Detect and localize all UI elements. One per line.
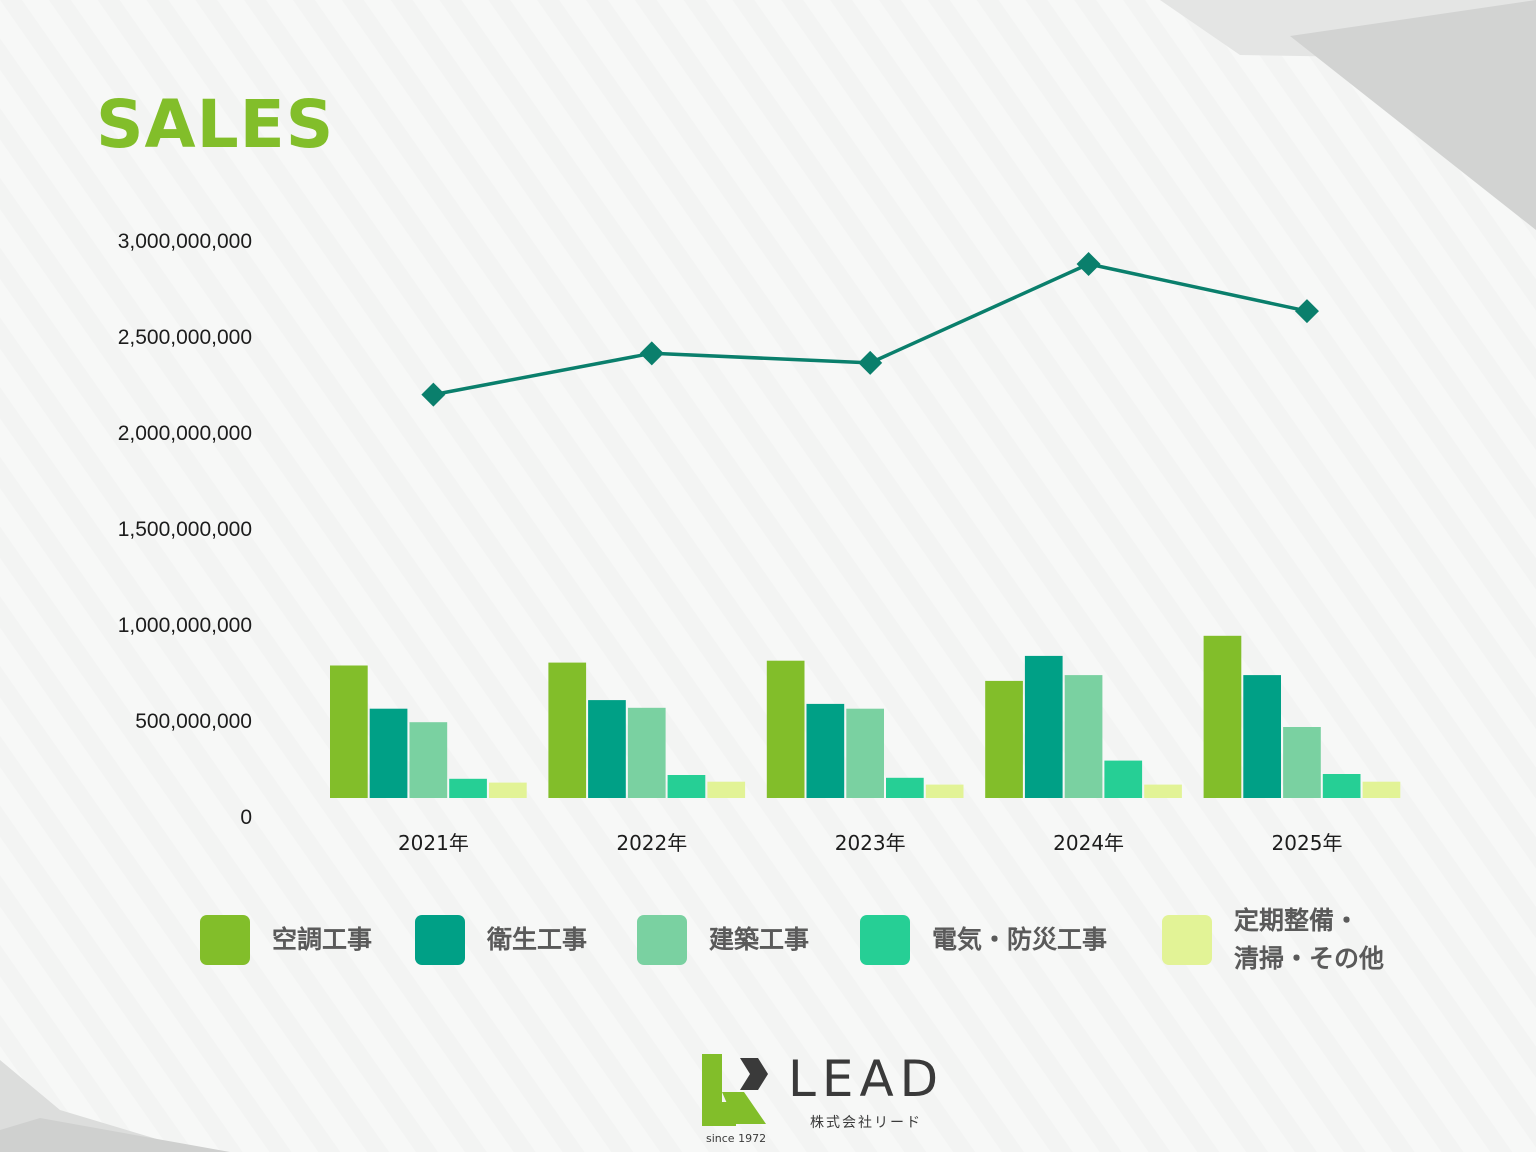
- x-axis-labels: 2021年 2022年 2023年 2024年 2025年: [398, 831, 1343, 855]
- logo-since: since 1972: [706, 1132, 767, 1145]
- bar: [1024, 655, 1063, 798]
- bar: [985, 680, 1023, 798]
- bar: [1243, 675, 1281, 798]
- company-logo: LEAD 株式会社リード since 1972: [700, 1052, 960, 1147]
- logo-company-name: 株式会社リード: [810, 1115, 922, 1131]
- bar: [330, 665, 368, 798]
- legend-label: 電気・防災工事: [932, 925, 1108, 954]
- y-axis-labels: 0 500,000,000 1,000,000,000 1,500,000,000 2,…: [118, 230, 252, 829]
- bar: [1322, 774, 1361, 798]
- lead-logo-mark-icon: [702, 1054, 768, 1126]
- bar-group: [330, 635, 1401, 798]
- y-tick-label: 1,000,000,000: [118, 614, 252, 637]
- total-line: [433, 262, 1308, 397]
- legend-item: 定期整備・ 清掃・その他: [1162, 900, 1384, 980]
- legend-item: 電気・防災工事: [860, 900, 1107, 980]
- x-category-label: 2022年: [616, 831, 687, 855]
- bar: [886, 777, 924, 798]
- legend-label: 建築工事: [709, 925, 810, 954]
- bar: [409, 722, 448, 798]
- legend-swatch: [637, 915, 687, 965]
- bar: [548, 662, 587, 798]
- legend-swatch: [415, 915, 465, 965]
- sales-chart: 0 500,000,000 1,000,000,000 1,500,000,000 2,…: [118, 230, 1401, 855]
- bar: [1104, 760, 1143, 798]
- line-point-marker: [639, 341, 664, 366]
- total-line-group: [421, 252, 1319, 407]
- legend-label: 空調工事: [272, 925, 373, 954]
- y-tick-label: 3,000,000,000: [118, 230, 252, 253]
- bar: [1144, 784, 1182, 798]
- y-tick-label: 2,500,000,000: [118, 326, 252, 349]
- legend-swatch: [1162, 915, 1212, 965]
- bar: [846, 708, 884, 798]
- x-category-label: 2023年: [835, 831, 906, 855]
- page-title: SALES: [96, 86, 335, 163]
- chart-legend: 空調工事 衛生工事 建築工事 電気・防災工事 定期整備・ 清掃・その他: [200, 900, 1440, 980]
- bar: [667, 775, 706, 798]
- bar: [588, 700, 626, 798]
- legend-item: 建築工事: [637, 900, 809, 980]
- bar: [1203, 635, 1242, 798]
- legend-item: 空調工事: [200, 900, 372, 980]
- bar: [369, 708, 408, 798]
- legend-swatch: [200, 915, 250, 965]
- y-tick-label: 1,500,000,000: [118, 518, 252, 541]
- bar: [1362, 781, 1401, 798]
- bar: [806, 703, 845, 798]
- bar: [627, 707, 666, 798]
- legend-label: 衛生工事: [487, 925, 588, 954]
- bar: [1283, 727, 1321, 798]
- y-tick-label: 2,000,000,000: [118, 422, 252, 445]
- x-category-label: 2025年: [1272, 831, 1343, 855]
- legend-label: 定期整備・ 清掃・その他: [1234, 906, 1385, 973]
- bar: [766, 660, 805, 798]
- line-point-marker: [1076, 252, 1101, 277]
- x-category-label: 2021年: [398, 831, 469, 855]
- line-point-marker: [1294, 299, 1319, 324]
- line-point-marker: [858, 350, 883, 375]
- bar: [449, 778, 487, 798]
- y-tick-label: 0: [240, 806, 252, 829]
- x-category-label: 2024年: [1053, 831, 1124, 855]
- y-tick-label: 500,000,000: [135, 710, 252, 733]
- bar: [925, 784, 964, 798]
- bar: [1064, 675, 1103, 798]
- logo-name: LEAD: [788, 1050, 945, 1108]
- legend-item: 衛生工事: [415, 900, 587, 980]
- legend-swatch: [860, 915, 910, 965]
- bar: [489, 782, 527, 798]
- line-point-marker: [421, 382, 446, 407]
- bar: [707, 781, 746, 798]
